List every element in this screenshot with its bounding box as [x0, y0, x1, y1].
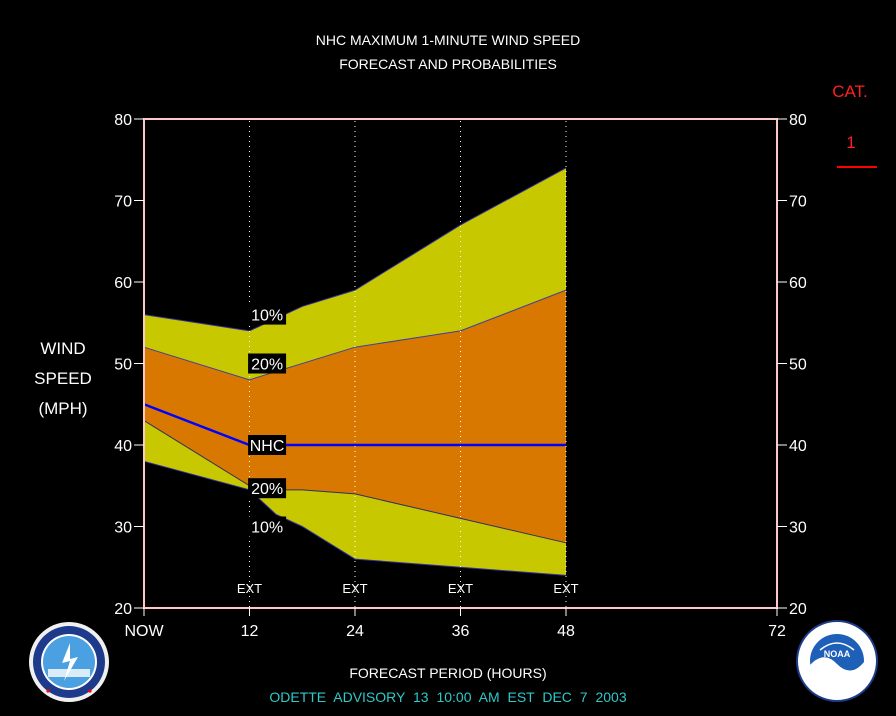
- y-tick-label-left: 40: [114, 438, 132, 455]
- nws-logo-icon: [29, 622, 109, 702]
- chart-title-line2: FORECAST AND PROBABILITIES: [339, 56, 557, 72]
- y-tick-label-right: 20: [789, 601, 807, 618]
- ext-label: EXT: [553, 581, 578, 596]
- x-tick-label: 36: [452, 623, 470, 640]
- x-axis-title: FORECAST PERIOD (HOURS): [349, 665, 547, 681]
- band-label: 20%: [251, 481, 283, 498]
- y-tick-label-right: 30: [789, 520, 807, 537]
- series-line-upper-10: [143, 167, 567, 332]
- y-tick-label-left: 60: [114, 275, 132, 292]
- series-line-upper-20: [143, 289, 567, 381]
- y-tick-label-left: 30: [114, 520, 132, 537]
- chart-title-line1: NHC MAXIMUM 1-MINUTE WIND SPEED: [315, 32, 581, 48]
- band-label-box: [248, 353, 287, 374]
- y-tick-label-right: 70: [789, 194, 807, 211]
- y-tick-label-left: 70: [114, 194, 132, 211]
- advisory-footer: ODETTE ADVISORY 13 10:00 AM EST DEC 7 20…: [269, 689, 627, 705]
- y-axis-label-speed: SPEED: [34, 369, 92, 388]
- noaa-logo-icon: NOAA: [796, 620, 878, 702]
- x-tick-label: 72: [768, 623, 786, 640]
- band-label: NHC: [250, 438, 285, 455]
- y-axis-label-mph: (MPH): [38, 399, 88, 418]
- category-underline: [837, 166, 877, 168]
- y-tick-label-right: 80: [789, 112, 807, 129]
- y-tick-label-left: 20: [114, 601, 132, 618]
- x-tick-label: NOW: [124, 623, 164, 640]
- band-label-box: [248, 304, 287, 325]
- category-value: 1: [846, 133, 856, 152]
- y-tick-label-left: 50: [114, 357, 132, 374]
- category-label: CAT.: [832, 82, 868, 101]
- band-label: 10%: [251, 520, 283, 537]
- y-tick-label-right: 60: [789, 275, 807, 292]
- y-tick-label-right: 40: [789, 438, 807, 455]
- y-axis-label-wind: WIND: [40, 339, 86, 358]
- ext-label: EXT: [237, 581, 262, 596]
- ext-label: EXT: [448, 581, 473, 596]
- y-tick-label-right: 50: [789, 357, 807, 374]
- x-tick-label: 48: [557, 623, 575, 640]
- band-label: 20%: [251, 357, 283, 374]
- ext-label: EXT: [342, 581, 367, 596]
- band-label-box: [248, 435, 287, 455]
- x-tick-label: 24: [346, 623, 364, 640]
- band-label-box: [248, 478, 287, 499]
- band-label: 10%: [251, 308, 283, 325]
- band-label-box: [248, 516, 287, 537]
- series-line-nhc: [143, 403, 566, 447]
- svg-text:NOAA: NOAA: [824, 649, 851, 659]
- y-tick-label-left: 80: [114, 112, 132, 129]
- x-tick-label: 12: [241, 623, 259, 640]
